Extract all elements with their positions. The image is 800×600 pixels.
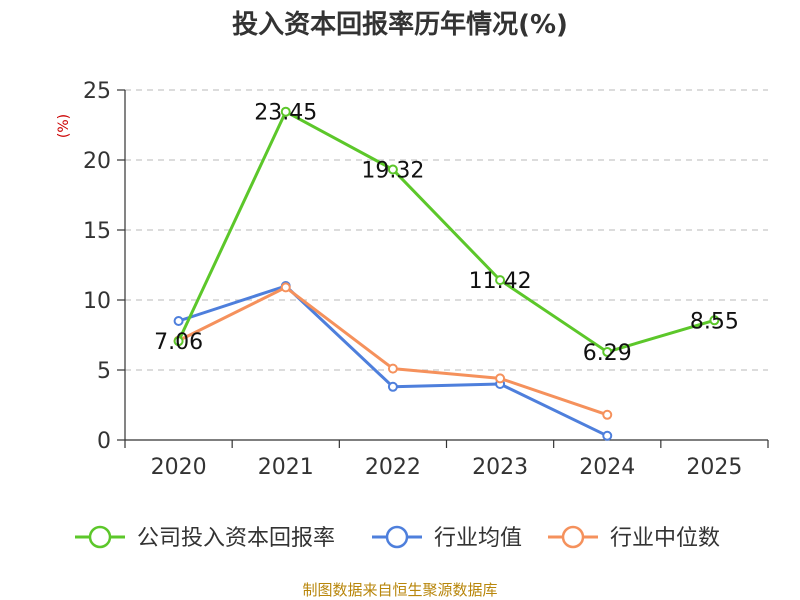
data-point (602, 409, 613, 420)
data-point (387, 381, 398, 392)
data-labels: 7.06 23.45 19.32 11.42 6.29 8.55 (154, 101, 739, 366)
data-point (387, 164, 398, 175)
y-tick-label: 25 (83, 79, 111, 104)
data-label: 7.06 (154, 330, 203, 355)
legend: 公司投入资本回报率 行业均值 行业中位数 (75, 525, 720, 551)
data-point (602, 430, 613, 441)
legend-marker-1 (385, 525, 409, 549)
data-point (173, 316, 184, 326)
x-tick-label: 2022 (365, 455, 421, 480)
chart-title: 投入资本回报率历年情况(%) (232, 9, 568, 40)
x-tick-label: 2021 (258, 455, 314, 480)
data-point (495, 275, 506, 286)
legend-label: 行业均值 (434, 526, 522, 551)
data-label: 6.29 (583, 341, 632, 366)
legend-label: 行业中位数 (610, 526, 720, 551)
data-label: 11.42 (469, 269, 532, 294)
legend-marker-0 (88, 525, 112, 549)
data-point (495, 373, 506, 384)
legend-marker-2 (561, 525, 585, 549)
legend-label: 公司投入资本回报率 (137, 526, 335, 551)
data-point (602, 346, 613, 357)
data-point (387, 363, 398, 374)
x-tick-label: 2024 (579, 455, 635, 480)
x-tick-label: 2023 (472, 455, 528, 480)
y-axis-label: (%) (56, 114, 72, 138)
data-label: 23.45 (254, 101, 317, 126)
data-point (280, 106, 291, 117)
y-tick-label: 15 (83, 219, 111, 244)
y-tick-label: 20 (83, 149, 111, 174)
data-source-note: 制图数据来自恒生聚源数据库 (302, 581, 497, 599)
series-line-2 (177, 285, 608, 417)
data-point (280, 282, 291, 293)
series-line-0 (177, 110, 715, 354)
data-label: 19.32 (361, 159, 424, 184)
x-tick-label: 2020 (151, 455, 207, 480)
y-tick-label: 0 (97, 429, 111, 454)
series-layer (173, 106, 720, 441)
data-point (173, 336, 184, 347)
y-tick-label: 5 (97, 359, 111, 384)
data-label: 8.55 (690, 309, 739, 334)
x-tick-label: 2025 (686, 455, 742, 480)
data-point (709, 315, 720, 326)
y-tick-label: 10 (83, 289, 111, 314)
grid-lines (125, 89, 768, 371)
